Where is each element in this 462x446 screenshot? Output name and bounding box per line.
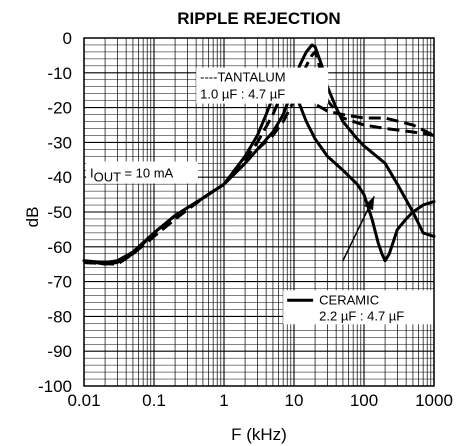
x-axis-label: F (kHz) [231,425,287,444]
x-tick-label: 10 [285,391,304,410]
plot-frame [83,37,435,387]
tick-labels: 0.01 0.1 1 10 100 10000-10-20-30-40-50-60-70-… [38,29,453,410]
y-tick-label: -60 [47,238,72,257]
tantalum-label-box [196,67,329,104]
ceramic-label: CERAMIC [319,292,379,307]
x-tick-label: 0.01 [67,391,100,410]
iout-label-box [86,161,198,184]
y-tick-label: -80 [47,307,72,326]
x-tick-label: 1 [219,391,228,410]
ceramic-label-box [283,290,444,325]
x-tick-label: 1000 [415,391,453,410]
y-tick-label: -100 [38,377,72,396]
y-tick-label: -90 [47,342,72,361]
ceramic-arrowhead [364,196,375,211]
ceramic-capacitance-label: 2.2 µF : 4.7 µF [319,308,404,323]
x-tick-label: 0.1 [142,391,166,410]
iout-label: IOUT = 10 mA [90,166,174,185]
chart-title: RIPPLE REJECTION [177,9,340,28]
annotation-layer: ----TANTALUM 1.0 µF : 4.7 µF IOUT = 10 mA C… [86,67,444,325]
y-tick-label: -30 [47,133,72,152]
y-tick-label: -70 [47,273,72,292]
y-tick-label: -10 [47,64,72,83]
tantalum-label: ----TANTALUM [200,70,285,85]
x-tick-label: 100 [350,391,378,410]
series-line-ceramic-1 [82,43,436,264]
y-tick-label: 0 [63,29,72,48]
y-axis-label: dB [23,207,42,228]
y-tick-label: -50 [47,203,72,222]
y-tick-label: -20 [47,99,72,118]
y-tick-label: -40 [47,168,72,187]
tantalum-capacitance-label: 1.0 µF : 4.7 µF [200,87,285,102]
